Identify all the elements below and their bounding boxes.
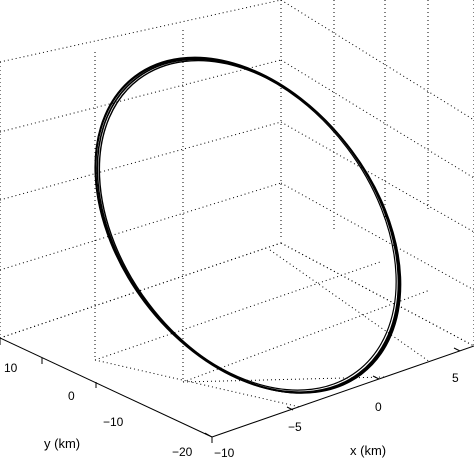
x-tick-label: −10 (214, 446, 235, 460)
grid-lines (0, 0, 474, 408)
grid-line (269, 249, 431, 363)
tick-mark (286, 406, 294, 411)
orbit-loop (96, 58, 401, 394)
tick-mark (453, 347, 461, 352)
x-tick-label: −5 (288, 420, 302, 434)
y-tick-label: 10 (4, 361, 18, 375)
y-axis-title: y (km) (44, 436, 80, 451)
orbit-loop (98, 59, 402, 394)
y-tick-labels: 10 0 −10 −20 (4, 361, 193, 459)
box-edge-bottom-right (211, 345, 474, 438)
tick-mark (372, 375, 380, 380)
y-tick-label: −10 (103, 415, 124, 429)
plot-box (0, 337, 474, 438)
y-tick-label: −20 (172, 445, 193, 459)
grid-line (280, 242, 474, 347)
x-tick-labels: −10 −5 0 5 (214, 371, 459, 460)
box-edge-left-front (0, 337, 213, 438)
orbit-loop (95, 58, 397, 391)
x-tick-label: 0 (375, 400, 382, 414)
grid-line (0, 242, 282, 339)
grid-line (0, 121, 282, 201)
y-tick-label: 0 (68, 389, 75, 403)
grid-line (94, 359, 301, 408)
grid-line (0, 0, 282, 63)
tick-marks (0, 338, 461, 443)
grid-line (280, 182, 474, 291)
grid-line (280, 121, 474, 233)
tick-mark (204, 432, 213, 438)
grid-line (94, 261, 381, 361)
orbit-trace (94, 56, 402, 394)
grid-line (280, 0, 474, 121)
x-axis-title: x (km) (350, 443, 386, 458)
grid-line (0, 59, 282, 133)
x-tick-label: 5 (452, 371, 459, 385)
grid-line (280, 59, 474, 179)
